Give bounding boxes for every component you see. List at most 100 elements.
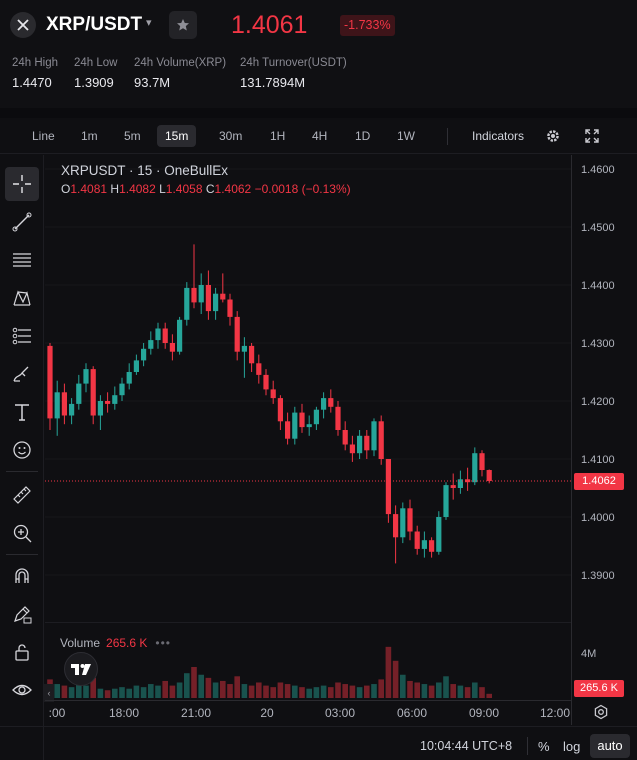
legend-change: −0.0018 (−0.13%) xyxy=(254,182,351,196)
candle xyxy=(342,421,348,451)
candle xyxy=(385,459,391,523)
clock[interactable]: 10:04:44 UTC+8 xyxy=(420,739,513,753)
stat-label: 24h Volume(XRP) xyxy=(134,57,227,69)
volume-bar xyxy=(385,646,392,698)
legend-h-label: H xyxy=(110,182,120,196)
horizontal-lines-tool[interactable] xyxy=(5,243,39,277)
candle-body xyxy=(126,372,132,384)
candle xyxy=(69,398,75,425)
ticker-header: XRP/USDT ▾ 1.4061 -1.733% 24h High 1.447… xyxy=(0,0,637,108)
auto-scale-button[interactable]: auto xyxy=(590,734,630,758)
fullscreen-button[interactable] xyxy=(582,126,602,146)
time-axis-label: 06:00 xyxy=(396,706,428,720)
volume-bar xyxy=(83,685,89,698)
crosshair-tool[interactable] xyxy=(5,167,39,201)
timeframe-1d[interactable]: 1D xyxy=(355,129,371,143)
chart-legend: XRPUSDT · 15 · OneBullEx O1.4081 H1.4082… xyxy=(61,163,351,196)
candle-body xyxy=(349,444,355,454)
candle xyxy=(249,343,255,372)
axis-settings-button[interactable] xyxy=(590,701,612,723)
timeframe-line[interactable]: Line xyxy=(32,129,55,143)
volume-tag: 265.6 K xyxy=(574,680,624,697)
pair-icon[interactable] xyxy=(10,12,36,38)
volume-bar xyxy=(472,682,478,698)
favorite-button[interactable] xyxy=(169,11,197,39)
volume-bar xyxy=(90,677,96,698)
volume-bar xyxy=(450,684,456,698)
volume-bar xyxy=(378,679,384,698)
chart-settings-button[interactable] xyxy=(543,126,563,146)
timeframe-15m[interactable]: 15m xyxy=(157,125,197,147)
visibility-tool[interactable] xyxy=(5,673,39,707)
candle-body xyxy=(97,401,103,416)
candle-body xyxy=(472,453,478,483)
price-axis[interactable]: 1.4600 1.4500 1.4400 1.4300 1.4200 1.410… xyxy=(571,155,637,725)
pattern-tool[interactable] xyxy=(5,281,39,315)
fib-tool[interactable] xyxy=(5,319,39,353)
volume-bar xyxy=(112,688,118,698)
stat-value: 1.3909 xyxy=(74,75,114,90)
candle xyxy=(47,343,53,430)
candle xyxy=(54,380,60,436)
lock-tool[interactable] xyxy=(5,635,39,669)
timeframe-1w[interactable]: 1W xyxy=(397,129,415,143)
timeframe-30m[interactable]: 30m xyxy=(219,129,243,143)
pair-title[interactable]: XRP/USDT xyxy=(46,14,143,35)
candle-body xyxy=(364,435,370,451)
volume-bar xyxy=(349,685,356,698)
volume-bar xyxy=(241,684,248,698)
candle-body xyxy=(400,508,406,538)
stat-24h-low: 24h Low 1.3909 xyxy=(74,56,117,90)
candle xyxy=(112,386,118,410)
lock-drawings-tool[interactable] xyxy=(5,597,39,631)
stat-24h-high: 24h High 1.4470 xyxy=(12,56,58,90)
volume-bar xyxy=(457,685,464,698)
volume-bar xyxy=(227,684,233,698)
volume-bar xyxy=(421,684,428,698)
price-pane[interactable]: XRPUSDT · 15 · OneBullEx O1.4081 H1.4082… xyxy=(45,155,571,622)
indicators-button[interactable]: Indicators xyxy=(472,129,525,143)
pane-divider[interactable] xyxy=(45,622,571,623)
tradingview-logo[interactable] xyxy=(64,652,98,686)
trend-line-tool[interactable] xyxy=(5,205,39,239)
candle xyxy=(97,395,103,430)
ruler-tool[interactable] xyxy=(5,478,39,512)
text-tool[interactable] xyxy=(5,395,39,429)
time-axis[interactable]: :00 18:00 21:00 20 03:00 06:00 09:00 12:… xyxy=(45,700,571,722)
candle-body xyxy=(148,340,154,349)
candle xyxy=(61,383,67,425)
candle-body xyxy=(429,540,435,552)
emoji-tool[interactable] xyxy=(5,433,39,467)
time-axis-label: 21:00 xyxy=(180,706,212,720)
volume-bar xyxy=(436,682,442,698)
volume-more-dots[interactable]: ••• xyxy=(155,636,172,650)
candle-body xyxy=(292,412,298,439)
candle xyxy=(141,343,147,367)
candle-body xyxy=(465,479,471,483)
timeframe-1h[interactable]: 1H xyxy=(270,129,286,143)
scroll-left-button[interactable]: ‹ xyxy=(44,684,54,702)
candlestick-chart[interactable] xyxy=(45,155,571,622)
candle-body xyxy=(54,392,60,419)
legend-close: 1.4062 xyxy=(214,182,252,196)
timeframe-1m[interactable]: 1m xyxy=(81,129,98,143)
timeframe-4h[interactable]: 4H xyxy=(312,129,328,143)
candle xyxy=(393,505,399,564)
candle-body xyxy=(313,409,319,425)
legend-low: 1.4058 xyxy=(165,182,203,196)
pair-dropdown-caret[interactable]: ▾ xyxy=(146,17,152,29)
volume-bar xyxy=(54,684,60,698)
log-scale-button[interactable]: log xyxy=(563,739,581,754)
percent-scale-button[interactable]: % xyxy=(538,739,550,754)
magnet-tool[interactable] xyxy=(5,559,39,593)
timeframe-5m[interactable]: 5m xyxy=(124,129,141,143)
time-axis-label: 12:00 xyxy=(539,706,571,720)
brush-tool[interactable] xyxy=(5,357,39,391)
zoom-in-tool[interactable] xyxy=(5,516,39,550)
emoji-icon xyxy=(13,441,31,459)
candle xyxy=(105,392,111,413)
volume-chart[interactable] xyxy=(45,623,571,699)
candle xyxy=(364,430,370,459)
price-axis-label: 1.4500 xyxy=(581,222,615,234)
ruler-icon xyxy=(13,486,31,504)
